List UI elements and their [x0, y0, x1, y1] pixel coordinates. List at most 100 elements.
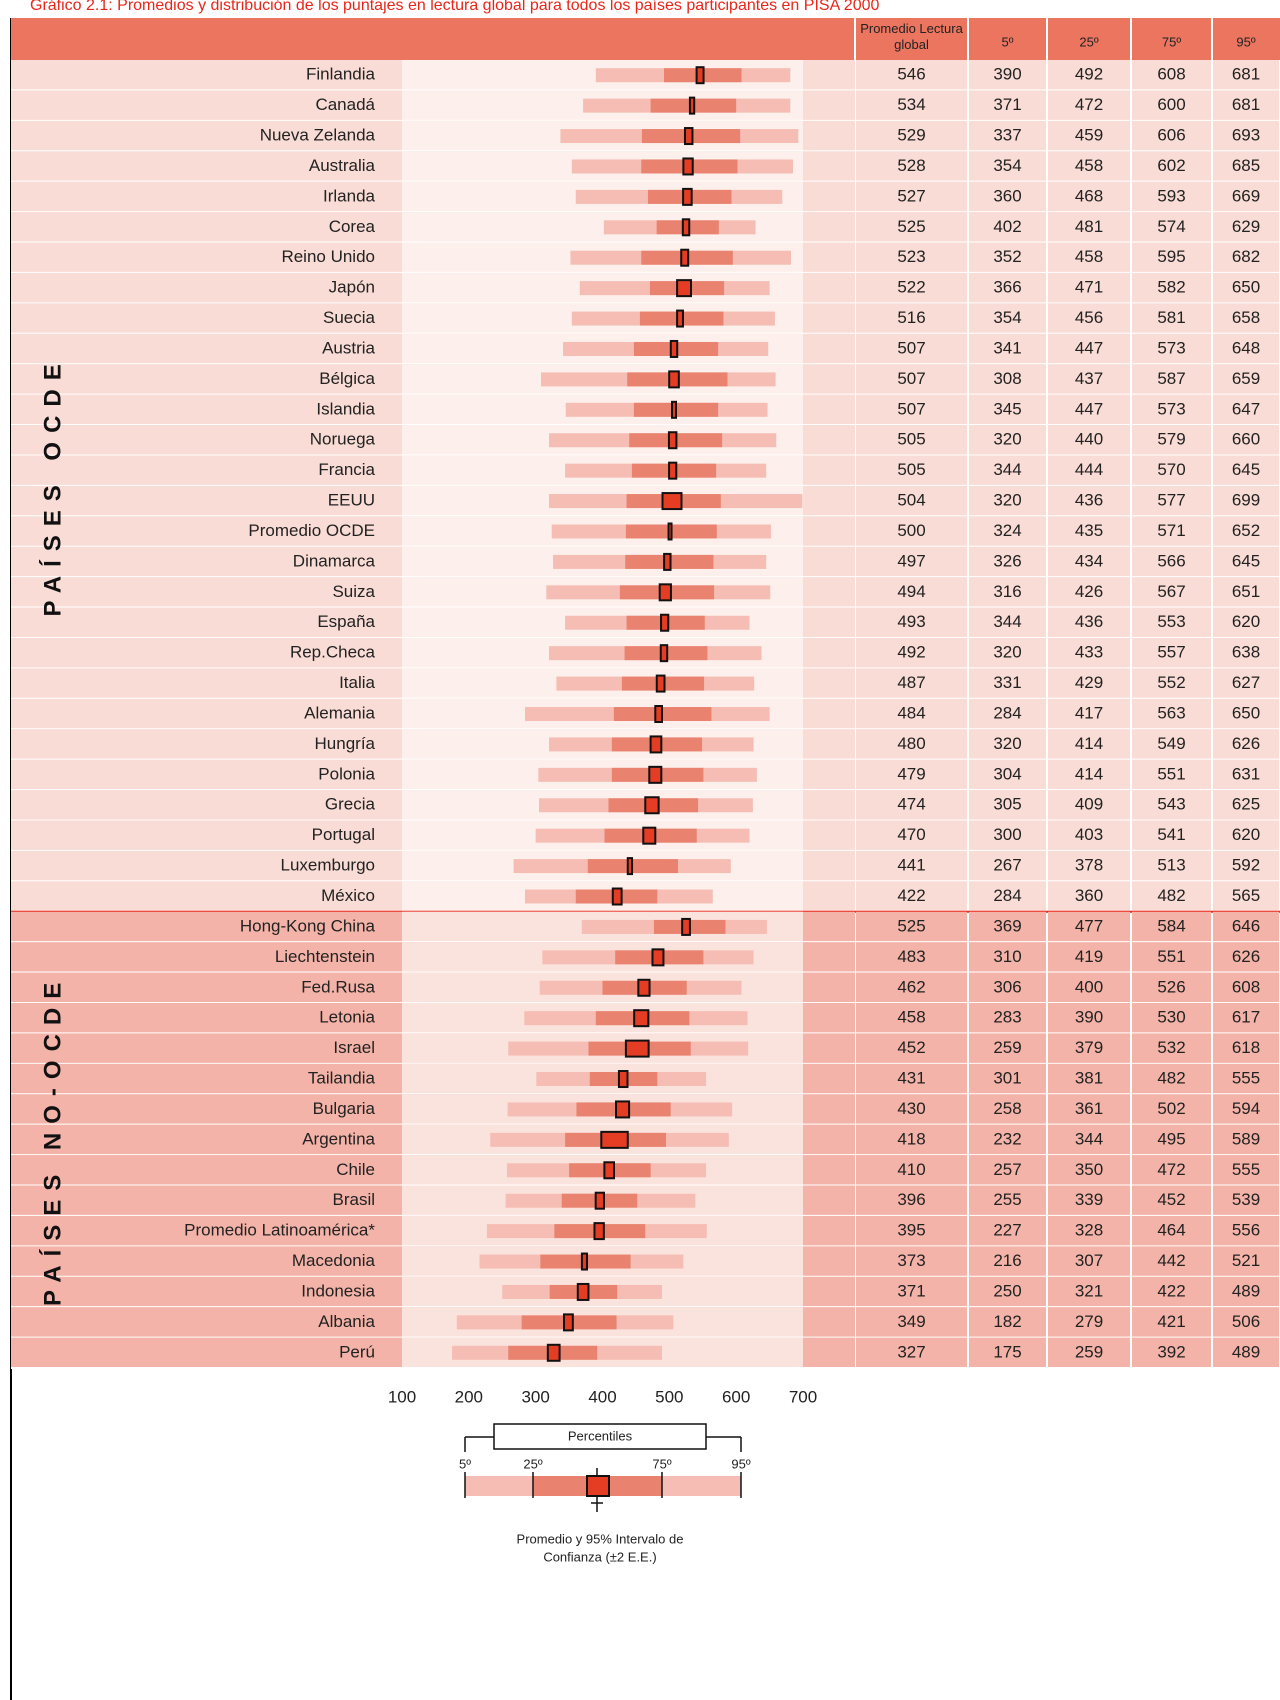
- mean-ci: [688, 96, 696, 115]
- table-value: 371: [993, 95, 1021, 114]
- cell-bg: [1132, 242, 1211, 273]
- table-value: 284: [993, 703, 1021, 722]
- table-value: 341: [993, 338, 1021, 357]
- mean-ci: [603, 1161, 615, 1180]
- table-value: 279: [1075, 1312, 1103, 1331]
- cell-bg: [1048, 455, 1130, 486]
- country-label: Indonesia: [301, 1281, 375, 1300]
- table-value: 320: [993, 734, 1021, 753]
- cell-bg: [969, 1215, 1046, 1247]
- table-value: 504: [897, 491, 925, 510]
- table-value: 566: [1157, 551, 1185, 570]
- table-value: 595: [1157, 247, 1185, 266]
- cell-bg: [1132, 577, 1211, 608]
- country-label: Portugal: [312, 825, 375, 844]
- table-value: 487: [897, 673, 925, 692]
- table-value: 371: [897, 1281, 925, 1300]
- table-value: 693: [1232, 126, 1260, 145]
- table-value: 507: [897, 369, 925, 388]
- cell-bg: [1048, 1215, 1130, 1247]
- cell-bg: [1213, 272, 1279, 304]
- cell-bg: [1048, 1094, 1130, 1125]
- cell-bg: [1048, 729, 1130, 760]
- table-value: 310: [993, 947, 1021, 966]
- table-value: 528: [897, 156, 925, 175]
- header-label: 95º: [1236, 34, 1255, 49]
- cell-bg: [969, 637, 1046, 669]
- cell-bg: [1132, 485, 1211, 517]
- mean-ci: [681, 917, 691, 936]
- table-value: 414: [1075, 734, 1103, 753]
- table-value: 373: [897, 1251, 925, 1270]
- table-value: 452: [1157, 1190, 1185, 1209]
- table-value: 620: [1232, 612, 1260, 631]
- table-value: 471: [1075, 278, 1103, 297]
- country-label: Italia: [339, 673, 375, 692]
- country-label: Suiza: [332, 582, 375, 601]
- table-value: 593: [1157, 186, 1185, 205]
- table-value: 350: [1075, 1160, 1103, 1179]
- cell-bg: [969, 850, 1046, 882]
- cell-bg: [1132, 1002, 1211, 1034]
- table-value: 481: [1075, 217, 1103, 236]
- table-value: 513: [1157, 856, 1185, 875]
- table-value: 458: [1075, 247, 1103, 266]
- cell-bg: [1132, 1155, 1211, 1186]
- cell-bg: [1132, 698, 1211, 730]
- cell-bg: [969, 1063, 1046, 1095]
- cell-bg: [1132, 790, 1211, 821]
- cell-bg: [1048, 850, 1130, 882]
- table-value: 682: [1232, 247, 1260, 266]
- cell-bg: [1048, 637, 1130, 669]
- cell-bg: [1132, 1246, 1211, 1277]
- cell-bg: [1048, 1063, 1130, 1095]
- mean-ci: [661, 492, 683, 511]
- table-value: 582: [1157, 278, 1185, 297]
- country-label: Albania: [318, 1312, 375, 1331]
- cell-bg: [856, 607, 967, 638]
- table-value: 581: [1157, 308, 1185, 327]
- cell-bg: [1213, 820, 1279, 851]
- table-value: 530: [1157, 1008, 1185, 1027]
- table-value: 474: [897, 795, 925, 814]
- country-label: España: [317, 612, 375, 631]
- cell-bg: [1048, 790, 1130, 821]
- cell-bg: [856, 1337, 967, 1368]
- table-value: 555: [1232, 1069, 1260, 1088]
- table-value: 258: [993, 1099, 1021, 1118]
- country-label: Japón: [329, 278, 375, 297]
- cell-bg: [1213, 1155, 1279, 1186]
- country-label: Francia: [318, 460, 375, 479]
- header-label: 5º: [1002, 34, 1014, 49]
- cell-bg: [1213, 637, 1279, 669]
- header-cell: Promedio Lectura global: [860, 21, 963, 52]
- cell-bg: [1213, 120, 1279, 152]
- cell-bg: [856, 972, 967, 1003]
- table-value: 360: [993, 186, 1021, 205]
- cell-bg: [1048, 394, 1130, 426]
- mean-ci: [546, 1343, 561, 1362]
- country-label: Australia: [309, 156, 376, 175]
- chart-title: Gráfico 2.1: Promedios y distribución de…: [30, 0, 879, 14]
- table-value: 421: [1157, 1312, 1185, 1331]
- cell-bg: [1048, 1185, 1130, 1216]
- x-tick-label: 400: [588, 1387, 616, 1406]
- cell-bg: [1048, 911, 1130, 943]
- mean-ci: [667, 431, 678, 450]
- cell-bg: [969, 972, 1046, 1003]
- table-value: 507: [897, 399, 925, 418]
- country-label: Finlandia: [306, 65, 376, 84]
- cell-bg: [1213, 90, 1279, 121]
- group-label: PAÍSES OCDE: [38, 355, 66, 616]
- cell-bg: [1132, 516, 1211, 547]
- cell-bg: [969, 820, 1046, 851]
- country-label: Tailandia: [308, 1069, 376, 1088]
- mean-ci: [668, 461, 678, 480]
- table-value: 626: [1232, 734, 1260, 753]
- cell-bg: [1132, 942, 1211, 973]
- cell-bg: [856, 1215, 967, 1247]
- cell-bg: [969, 151, 1046, 182]
- cell-bg: [1213, 455, 1279, 486]
- cell-bg: [1132, 637, 1211, 669]
